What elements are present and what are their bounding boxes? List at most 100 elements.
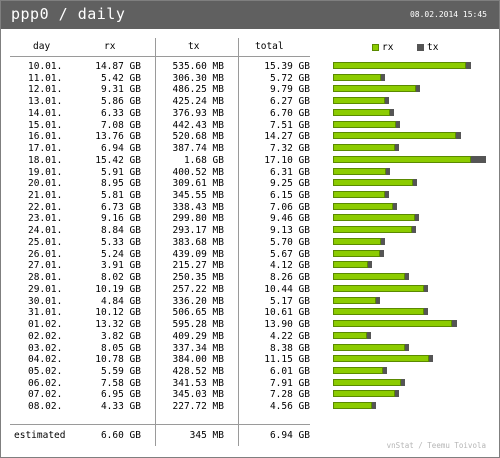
rx-cell: 7.58 GB <box>100 377 141 389</box>
total-cell: 9.46 GB <box>269 213 310 225</box>
column-divider <box>238 38 239 446</box>
day-cell: 28.01. <box>28 272 63 284</box>
rx-bar-segment <box>333 85 416 93</box>
tx-cell: 506.65 MB <box>172 307 224 319</box>
rx-cell: 6.94 GB <box>100 143 141 155</box>
table-row: 13.01. 5.86 GB 425.24 MB 6.27 GB <box>0 96 500 107</box>
rx-cell: 15.42 GB <box>95 154 141 166</box>
legend-rx-label: rx <box>382 42 394 53</box>
tx-bar-segment <box>393 202 397 210</box>
rx-cell: 5.24 GB <box>100 248 141 260</box>
tx-bar-segment <box>386 167 390 175</box>
tx-bar-segment <box>456 132 461 140</box>
tx-bar-segment <box>376 296 380 304</box>
column-divider <box>155 38 156 446</box>
page-title: ppp0 / daily <box>11 5 126 23</box>
table-row: 04.02. 10.78 GB 384.00 MB 11.15 GB <box>0 354 500 365</box>
rx-bar-segment <box>333 132 456 140</box>
total-cell: 13.90 GB <box>264 319 310 331</box>
rx-bar-segment <box>333 261 368 269</box>
rx-cell: 5.91 GB <box>100 166 141 178</box>
day-cell: 07.02. <box>28 389 63 401</box>
total-cell: 9.25 GB <box>269 178 310 190</box>
tx-bar-segment <box>396 120 400 128</box>
table-row: 14.01. 6.33 GB 376.93 MB 6.70 GB <box>0 108 500 119</box>
table-row: 22.01. 6.73 GB 338.43 MB 7.06 GB <box>0 202 500 213</box>
table-row: 01.02. 13.32 GB 595.28 MB 13.90 GB <box>0 319 500 330</box>
total-cell: 4.22 GB <box>269 330 310 342</box>
table-row: 27.01. 3.91 GB 215.27 MB 4.12 GB <box>0 260 500 271</box>
column-header-total: total <box>255 41 284 52</box>
table-row: 08.02. 4.33 GB 227.72 MB 4.56 GB <box>0 401 500 412</box>
table-row: 31.01. 10.12 GB 506.65 MB 10.61 GB <box>0 307 500 318</box>
total-cell: 11.15 GB <box>264 354 310 366</box>
table-row: 02.02. 3.82 GB 409.29 MB 4.22 GB <box>0 331 500 342</box>
title-bar: ppp0 / daily 08.02.2014 15:45 <box>1 1 499 29</box>
table-row: 06.02. 7.58 GB 341.53 MB 7.91 GB <box>0 378 500 389</box>
rx-bar-segment <box>333 320 452 328</box>
day-cell: 18.01. <box>28 154 63 166</box>
day-cell: 04.02. <box>28 354 63 366</box>
tx-cell: 428.52 MB <box>172 365 224 377</box>
tx-bar-segment <box>395 144 399 152</box>
rx-bar-segment <box>333 249 380 257</box>
day-cell: 15.01. <box>28 119 63 131</box>
legend-rx-swatch <box>372 44 379 51</box>
tx-bar-segment <box>412 226 416 234</box>
total-cell: 7.91 GB <box>269 377 310 389</box>
tx-cell: 439.09 MB <box>172 248 224 260</box>
rx-cell: 8.05 GB <box>100 342 141 354</box>
day-cell: 30.01. <box>28 295 63 307</box>
day-cell: 06.02. <box>28 377 63 389</box>
day-cell: 11.01. <box>28 72 63 84</box>
credit-text: vnStat / Teemu Toivola <box>386 441 486 450</box>
day-cell: 17.01. <box>28 143 63 155</box>
day-cell: 14.01. <box>28 107 63 119</box>
total-cell: 15.39 GB <box>264 61 310 72</box>
rx-bar-segment <box>333 296 376 304</box>
day-cell: 29.01. <box>28 283 63 295</box>
tx-bar-segment <box>452 320 457 328</box>
tx-cell: 376.93 MB <box>172 107 224 119</box>
tx-bar-segment <box>385 191 389 199</box>
day-cell: 22.01. <box>28 201 63 213</box>
rx-bar-segment <box>333 226 412 234</box>
rx-cell: 7.08 GB <box>100 119 141 131</box>
tx-cell: 520.68 MB <box>172 131 224 143</box>
tx-cell: 383.68 MB <box>172 236 224 248</box>
rx-cell: 4.84 GB <box>100 295 141 307</box>
day-cell: 10.01. <box>28 61 63 72</box>
tx-cell: 337.34 MB <box>172 342 224 354</box>
tx-cell: 227.72 MB <box>172 401 224 413</box>
rx-bar-segment <box>333 191 385 199</box>
table-row: 28.01. 8.02 GB 250.35 MB 8.26 GB <box>0 272 500 283</box>
total-cell: 10.61 GB <box>264 307 310 319</box>
estimated-label: estimated <box>14 430 66 441</box>
rx-bar-segment <box>333 155 471 163</box>
rx-bar-segment <box>333 167 386 175</box>
total-cell: 7.51 GB <box>269 119 310 131</box>
tx-cell: 535.60 MB <box>172 61 224 72</box>
tx-cell: 409.29 MB <box>172 330 224 342</box>
tx-cell: 338.43 MB <box>172 201 224 213</box>
table-row: 26.01. 5.24 GB 439.09 MB 5.67 GB <box>0 249 500 260</box>
tx-bar-segment <box>416 85 420 93</box>
timestamp: 08.02.2014 15:45 <box>409 10 487 19</box>
rx-bar-segment <box>333 284 424 292</box>
day-cell: 20.01. <box>28 178 63 190</box>
total-cell: 6.70 GB <box>269 107 310 119</box>
tx-bar-segment <box>383 366 387 374</box>
table-row: 10.01. 14.87 GB 535.60 MB 15.39 GB <box>0 61 500 72</box>
tx-bar-segment <box>424 284 428 292</box>
estimated-row: estimated 6.60 GB 345 MB 6.94 GB <box>0 430 500 441</box>
table-row: 15.01. 7.08 GB 442.43 MB 7.51 GB <box>0 120 500 131</box>
rx-cell: 3.82 GB <box>100 330 141 342</box>
rx-cell: 6.95 GB <box>100 389 141 401</box>
estimated-tx: 345 MB <box>189 430 224 441</box>
tx-bar-segment <box>368 261 372 269</box>
rx-bar-segment <box>333 62 466 69</box>
rx-cell: 8.95 GB <box>100 178 141 190</box>
tx-bar-segment <box>471 155 486 163</box>
rx-cell: 5.86 GB <box>100 96 141 108</box>
table-row: 29.01. 10.19 GB 257.22 MB 10.44 GB <box>0 284 500 295</box>
